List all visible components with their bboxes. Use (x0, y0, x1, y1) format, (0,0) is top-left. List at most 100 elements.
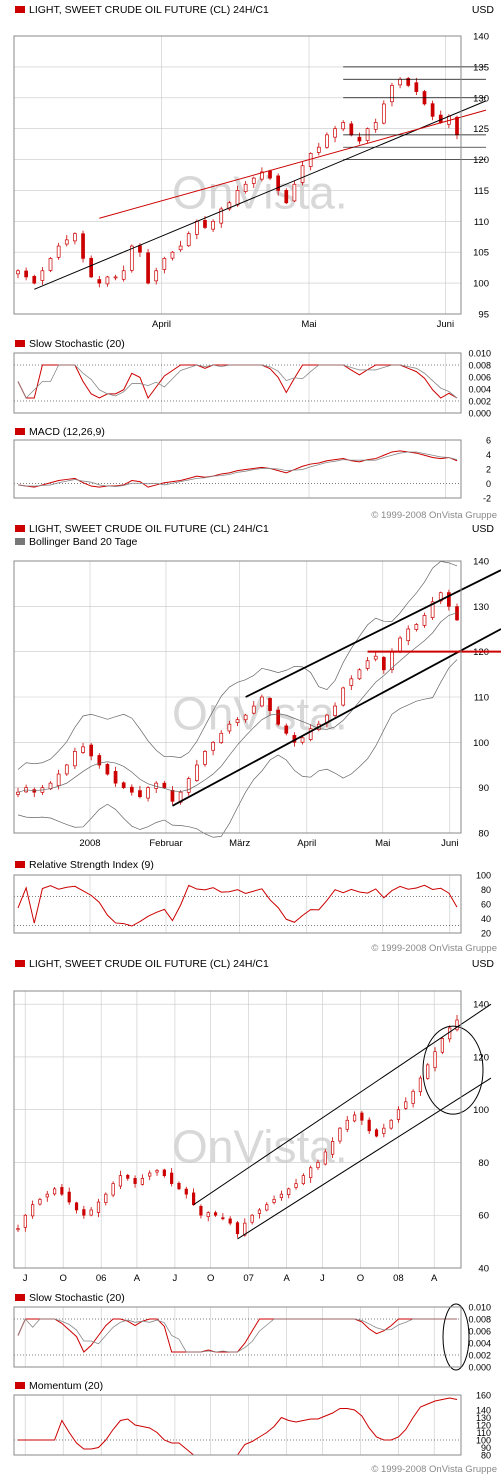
candle-body (265, 1204, 269, 1211)
indicator-y-tick: 4 (486, 450, 491, 460)
candle-body (219, 208, 224, 224)
y-tick-label: 140 (473, 32, 489, 43)
x-tick-label: O (357, 1273, 364, 1284)
x-tick-label: A (134, 1273, 141, 1284)
candle-body (349, 678, 354, 686)
candle-body (48, 258, 53, 271)
indicator-label-swatch (15, 861, 25, 868)
candle-body (45, 1193, 49, 1198)
candle-body (301, 1175, 305, 1185)
indicator-signal-line (17, 1318, 457, 1353)
candle-body (118, 1175, 123, 1187)
indicator-y-tick: 0.000 (468, 409, 491, 419)
candle-body (349, 123, 354, 136)
indicator-frame (13, 1306, 462, 1368)
y-tick-label: 100 (473, 738, 489, 749)
candle-body (260, 171, 264, 180)
candle-body (211, 741, 215, 751)
candle-body (426, 1064, 430, 1079)
candle-body (433, 1051, 437, 1068)
y-tick-label: 40 (478, 1264, 489, 1275)
candle-body (448, 1027, 452, 1040)
candle-body (219, 732, 224, 743)
y-tick-label: 110 (474, 693, 489, 704)
watermark-3: OnVista. (172, 1121, 348, 1173)
currency-label-3: USD (472, 958, 495, 970)
indicator-y-tick: 0 (486, 479, 491, 489)
y-tick-label: 100 (473, 279, 489, 290)
candle-body (178, 245, 183, 251)
y-tick-label: 135 (473, 62, 489, 73)
candle-body (374, 1129, 379, 1137)
y-tick-label: 60 (478, 1211, 489, 1222)
candle-body (341, 687, 346, 706)
candle-body (67, 1191, 71, 1203)
x-tick-label: 08 (393, 1273, 404, 1284)
candle-body (105, 276, 110, 285)
y-tick-label: 120 (473, 155, 489, 166)
candle-body (192, 1192, 196, 1206)
x-tick-label: O (207, 1273, 214, 1284)
candle-body (357, 136, 362, 142)
legend-bollinger: Bollinger Band 20 Tage (29, 536, 138, 548)
indicator-line (18, 1397, 458, 1456)
candle-body (333, 128, 337, 138)
candle-body (455, 1019, 459, 1031)
y-tick-label: 95 (478, 310, 489, 321)
candle-body (251, 705, 256, 714)
candle-body (146, 252, 150, 284)
y-tick-label: 120 (473, 1052, 489, 1063)
channel-upper-line (245, 569, 501, 698)
candle-body (352, 1114, 357, 1122)
indicator-line (17, 1318, 457, 1353)
x-tick-label: Juni (441, 838, 458, 849)
indicator-relative-strength-index-9-: 20 40 60 80 100 (14, 871, 491, 939)
currency-label-1: USD (472, 4, 495, 16)
indicator-y-tick: 0.004 (468, 385, 491, 395)
candle-body (360, 1112, 364, 1121)
candle-body (389, 1119, 393, 1129)
copyright-notice: © 1999-2008 OnVista Gruppe (371, 510, 497, 521)
candle-body (89, 744, 94, 757)
candle-body (73, 233, 77, 242)
channel-lower-line (172, 628, 501, 807)
candle-body (260, 696, 264, 707)
indicator-y-tick: 60 (481, 900, 491, 910)
candle-body (211, 220, 215, 230)
indicator-y-tick: 40 (481, 914, 491, 924)
candle-body (105, 764, 110, 775)
indicator-y-tick: 2 (486, 465, 491, 475)
candle-body (154, 270, 159, 282)
indicator-y-tick: 100 (476, 1436, 491, 1446)
indicator-y-tick: 90 (481, 1443, 491, 1453)
candle-body (308, 728, 313, 740)
candle-body (32, 276, 37, 284)
resistance-trendline (99, 109, 487, 219)
candle-body (373, 655, 378, 660)
indicator-y-tick: 0.006 (468, 373, 491, 383)
x-tick-label: 06 (96, 1273, 107, 1284)
indicator-label-swatch (15, 1294, 25, 1301)
candle-body (300, 737, 305, 743)
bollinger-upper (17, 561, 458, 770)
candle-body (73, 751, 77, 767)
candle-body (323, 1151, 327, 1165)
indicator-label-swatch (15, 428, 25, 435)
y-tick-label: 105 (473, 248, 489, 259)
candle-body (170, 1172, 174, 1184)
candle-body (16, 270, 20, 275)
candle-body (316, 1162, 320, 1169)
indicator-y-tick: 0.002 (468, 1351, 491, 1361)
y-tick-label: 130 (473, 602, 489, 613)
candle-body (177, 1182, 181, 1190)
indicator-label: Slow Stochastic (20) (29, 338, 125, 350)
x-tick-label: J (23, 1273, 28, 1284)
indicator-frame (13, 1394, 462, 1456)
x-tick-label: J (320, 1273, 325, 1284)
candle-body (155, 1170, 159, 1173)
highlight-ellipse (442, 1303, 470, 1371)
x-tick-label: Februar (149, 838, 182, 849)
candle-body (162, 1169, 166, 1177)
x-tick-label: A (431, 1273, 438, 1284)
indicator-y-tick: 0.002 (468, 397, 491, 407)
